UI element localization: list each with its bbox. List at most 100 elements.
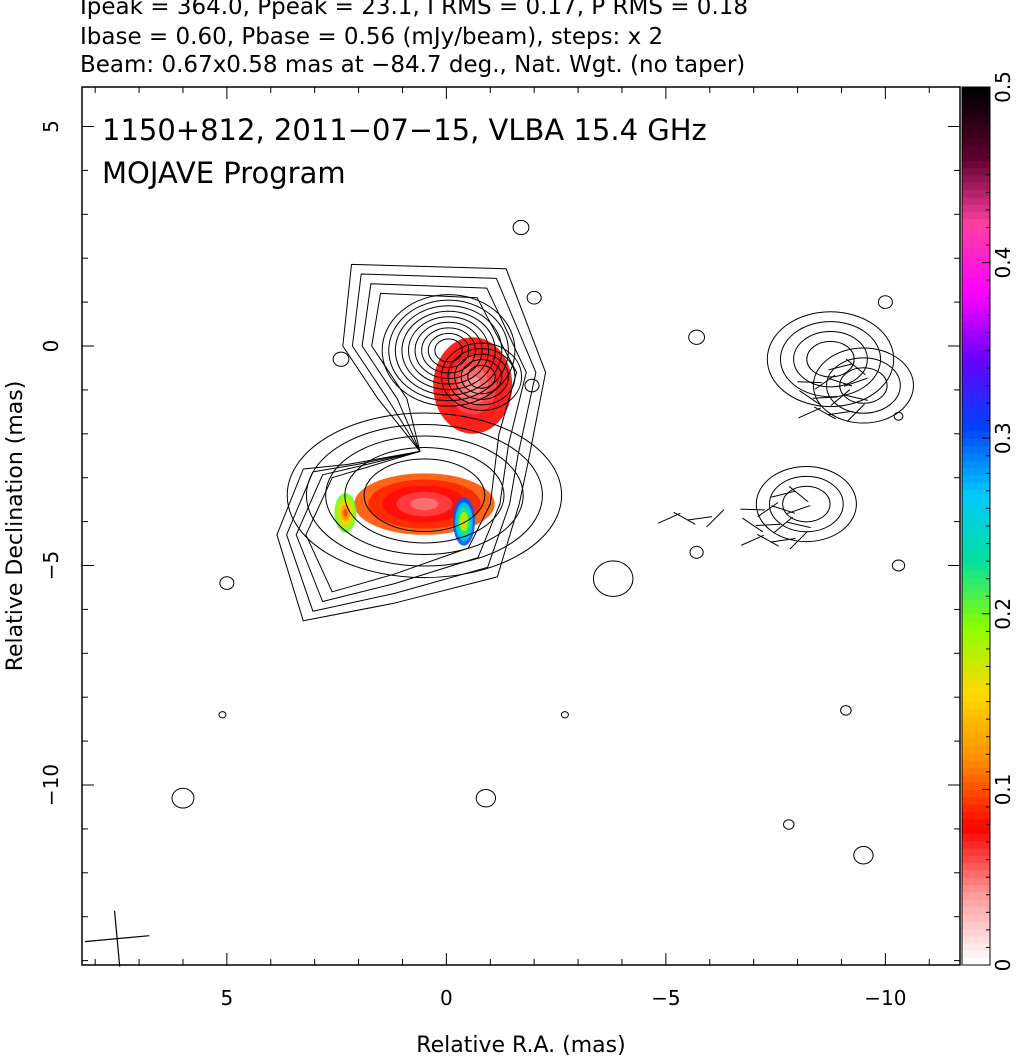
evpa-vector xyxy=(845,358,866,375)
colorbar-segment xyxy=(962,247,990,256)
colorbar-segment xyxy=(962,372,990,381)
noise-contour xyxy=(877,295,893,309)
colorbar-tick-label: 0.3 xyxy=(991,422,1015,454)
evpa-vector xyxy=(828,410,853,416)
colorbar-segment xyxy=(962,599,990,608)
colorbar-segment xyxy=(962,796,990,805)
colorbar-segment xyxy=(962,694,990,703)
colorbar-segment xyxy=(962,628,990,637)
evpa-vector xyxy=(828,363,853,371)
colorbar-segment xyxy=(962,862,990,871)
colorbar-segment xyxy=(962,160,990,169)
noise-contour xyxy=(560,711,569,719)
colorbar-segment xyxy=(962,840,990,849)
colorbar-segment xyxy=(962,460,990,469)
polarized-intensity-contour xyxy=(839,367,888,404)
plot-frame xyxy=(81,86,961,966)
colorbar-segment xyxy=(962,489,990,498)
colorbar-segment xyxy=(962,313,990,322)
noise-contour xyxy=(332,351,350,367)
evpa-vector xyxy=(773,516,794,534)
colorbar-segment xyxy=(962,716,990,725)
colorbar-segment xyxy=(962,774,990,783)
colorbar-segment xyxy=(962,825,990,834)
colorbar-segment xyxy=(962,913,990,922)
colorbar-segment xyxy=(962,255,990,264)
noise-contour xyxy=(475,788,497,808)
evpa-vector xyxy=(786,521,811,529)
evpa-vector xyxy=(828,377,853,387)
colorbar-segment xyxy=(962,94,990,103)
colorbar-segment xyxy=(962,152,990,161)
colorbar-segment xyxy=(962,504,990,512)
chart-title: 1150+812, 2011−07−15, VLBA 15.4 GHz xyxy=(102,113,707,147)
evpa-vector xyxy=(789,531,808,550)
colorbar-segment xyxy=(962,767,990,776)
colorbar-tick-label: 0.2 xyxy=(991,598,1015,630)
evpa-vector xyxy=(706,509,725,528)
colorbar-segment xyxy=(962,291,990,300)
chart-subtitle: MOJAVE Program xyxy=(102,156,346,190)
x-tick-label: −10 xyxy=(864,986,906,1010)
colorbar-segment xyxy=(962,262,990,271)
colorbar-segment xyxy=(962,562,990,571)
intensity-contour xyxy=(467,364,496,389)
colorbar-segment xyxy=(962,818,990,827)
evpa-vector xyxy=(799,390,821,405)
evpa-vector xyxy=(756,533,779,547)
colorbar-segment xyxy=(962,789,990,798)
colorbar-segment xyxy=(962,343,990,351)
colorbar-tick-label: 0.5 xyxy=(991,71,1015,103)
colorbar-segment xyxy=(962,233,990,242)
colorbar-segment xyxy=(962,665,990,673)
colorbar-segment xyxy=(962,957,990,966)
colorbar-segment xyxy=(962,130,990,139)
colorbar-segment xyxy=(962,321,990,330)
noise-contour xyxy=(893,411,904,421)
colorbar-segment xyxy=(962,672,990,681)
intensity-contour xyxy=(460,359,503,395)
colorbar-segment xyxy=(962,335,990,344)
evpa-vector xyxy=(657,512,681,524)
evpa-vector xyxy=(740,508,765,511)
polarized-intensity-contour xyxy=(806,340,855,378)
colorbar-segment xyxy=(962,855,990,864)
intensity-contour xyxy=(286,273,537,612)
noise-contour xyxy=(891,559,906,572)
evpa-vector xyxy=(788,486,809,503)
colorbar-segment xyxy=(962,782,990,790)
noise-contour xyxy=(840,705,852,716)
polarized-intensity-contour xyxy=(812,347,914,424)
x-tick-label: 5 xyxy=(221,986,234,1010)
total-intensity-contours xyxy=(276,263,563,622)
colorbar-segment xyxy=(962,482,990,491)
intensity-contour xyxy=(388,299,509,402)
colorbar-segment xyxy=(962,196,990,205)
evpa-vector xyxy=(755,523,781,527)
colorbar-segment xyxy=(962,438,990,447)
noise-contour xyxy=(526,290,542,305)
colorbar-segment xyxy=(962,357,990,366)
colorbar-segment xyxy=(962,577,990,586)
colorbar-segment xyxy=(962,350,990,359)
colorbar-segment xyxy=(962,123,990,132)
colorbar-segment xyxy=(962,226,990,234)
evpa-vector xyxy=(687,516,713,521)
colorbar-segment xyxy=(962,833,990,842)
header-peak-rms: Ipeak = 364.0, Ppeak = 23.1, I RMS = 0.1… xyxy=(80,0,749,20)
polarization-pixel-region xyxy=(343,508,348,517)
colorbar-segment xyxy=(962,891,990,900)
colorbar-segment xyxy=(962,943,990,951)
intensity-contour xyxy=(325,435,524,556)
colorbar-segment xyxy=(962,899,990,908)
evpa-vector xyxy=(757,502,779,517)
colorbar-segment xyxy=(962,423,990,432)
intensity-contour xyxy=(440,342,523,411)
y-tick-label: −10 xyxy=(39,764,63,806)
colorbar-segment xyxy=(962,738,990,747)
colorbar-segment xyxy=(962,394,990,403)
colorbar-segment xyxy=(962,723,990,732)
colorbar-segment xyxy=(962,467,990,476)
colorbar-segment xyxy=(962,408,990,417)
